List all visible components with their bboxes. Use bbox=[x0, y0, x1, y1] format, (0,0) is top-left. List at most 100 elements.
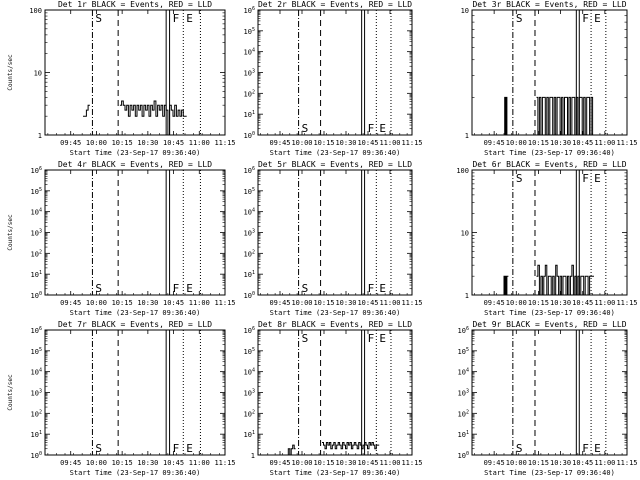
x-tick-label: 10:45 bbox=[163, 459, 184, 467]
chart-title: Det 6r BLACK = Events, RED = LLD bbox=[472, 160, 626, 169]
x-tick-label: 10:15 bbox=[313, 299, 334, 307]
y-tick-label: 106 bbox=[244, 326, 255, 335]
x-tick-label: 10:15 bbox=[528, 299, 549, 307]
marker-label-s: S bbox=[516, 442, 523, 455]
y-tick-label: 101 bbox=[31, 430, 42, 439]
chart-title: Det 2r BLACK = Events, RED = LLD bbox=[258, 0, 412, 9]
chart-panel-6: Det 6r BLACK = Events, RED = LLD Start Ti… bbox=[456, 160, 637, 317]
y-tick-label: 1 bbox=[465, 292, 469, 300]
x-tick-label: 11:00 bbox=[594, 459, 615, 467]
chart-panel-8: Det 8r BLACK = Events, RED = LLD Start Ti… bbox=[244, 320, 423, 477]
marker-label-e: E bbox=[186, 442, 193, 455]
y-tick-label: 105 bbox=[244, 187, 255, 196]
x-tick-label: 10:00 bbox=[506, 299, 527, 307]
x-tick-label: 11:00 bbox=[594, 299, 615, 307]
x-tick-label: 09:45 bbox=[269, 459, 290, 467]
y-tick-label: 100 bbox=[244, 291, 255, 300]
x-tick-label: 10:15 bbox=[528, 459, 549, 467]
series-line-events bbox=[83, 100, 187, 136]
marker-label-e: E bbox=[186, 282, 193, 295]
y-tick-label: 104 bbox=[458, 368, 469, 377]
x-tick-label: 09:45 bbox=[60, 299, 81, 307]
x-tick-label: 10:30 bbox=[137, 139, 158, 147]
y-tick-label: 104 bbox=[31, 208, 42, 217]
x-tick-label: 10:45 bbox=[572, 299, 593, 307]
y-tick-label: 106 bbox=[31, 166, 42, 175]
y-tick-label: 103 bbox=[244, 229, 255, 238]
x-axis-label: Start Time (23-Sep-17 09:36:40) bbox=[484, 149, 615, 157]
x-tick-label: 10:30 bbox=[550, 299, 571, 307]
x-tick-label: 10:30 bbox=[550, 459, 571, 467]
x-tick-label: 10:45 bbox=[357, 139, 378, 147]
x-tick-label: 09:45 bbox=[484, 459, 505, 467]
x-tick-label: 10:00 bbox=[86, 299, 107, 307]
x-tick-label: 11:00 bbox=[379, 139, 400, 147]
x-tick-label: 11:15 bbox=[214, 299, 235, 307]
x-tick-label: 10:30 bbox=[335, 459, 356, 467]
chart-title: Det 7r BLACK = Events, RED = LLD bbox=[58, 320, 212, 329]
x-tick-label: 10:00 bbox=[506, 459, 527, 467]
marker-label-e: E bbox=[594, 442, 601, 455]
marker-label-s: S bbox=[302, 332, 309, 345]
y-tick-label: 100 bbox=[456, 167, 469, 175]
x-tick-label: 10:45 bbox=[572, 459, 593, 467]
marker-label-e: E bbox=[379, 122, 386, 135]
y-tick-label: 105 bbox=[244, 347, 255, 356]
marker-label-f: F bbox=[582, 12, 589, 25]
chart-panel-4: Det 4r BLACK = Events, RED = LLD Start Ti… bbox=[7, 160, 236, 317]
y-tick-label: 104 bbox=[244, 208, 255, 217]
y-tick-label: 102 bbox=[458, 409, 469, 418]
plot-frame bbox=[44, 329, 226, 456]
x-tick-label: 10:00 bbox=[86, 139, 107, 147]
y-tick-label: 104 bbox=[244, 368, 255, 377]
y-tick-label: 104 bbox=[244, 48, 255, 57]
marker-label-f: F bbox=[368, 122, 375, 135]
x-tick-label: 11:00 bbox=[189, 139, 210, 147]
y-tick-label: 102 bbox=[244, 89, 255, 98]
x-tick-label: 11:15 bbox=[616, 459, 637, 467]
marker-label-f: F bbox=[368, 282, 375, 295]
marker-label-f: F bbox=[582, 442, 589, 455]
x-tick-label: 11:15 bbox=[401, 459, 422, 467]
y-tick-label: 102 bbox=[31, 249, 42, 258]
x-axis-label: Start Time (23-Sep-17 09:36:40) bbox=[484, 309, 615, 317]
marker-label-s: S bbox=[516, 172, 523, 185]
chart-panel-1: Det 1r BLACK = Events, RED = LLD Start Ti… bbox=[7, 0, 236, 157]
y-axis-label: Counts/sec bbox=[7, 214, 14, 251]
chart-title: Det 1r BLACK = Events, RED = LLD bbox=[58, 0, 212, 9]
marker-label-s: S bbox=[516, 12, 523, 25]
y-tick-label: 103 bbox=[31, 229, 42, 238]
marker-label-f: F bbox=[173, 282, 180, 295]
x-tick-label: 11:15 bbox=[214, 139, 235, 147]
x-tick-label: 10:45 bbox=[572, 139, 593, 147]
marker-label-e: E bbox=[186, 12, 193, 25]
y-tick-label: 101 bbox=[244, 270, 255, 279]
y-tick-label: 100 bbox=[31, 451, 42, 460]
x-tick-label: 10:30 bbox=[335, 139, 356, 147]
chart-panel-5: Det 5r BLACK = Events, RED = LLD Start Ti… bbox=[244, 160, 423, 317]
chart-panel-2: Det 2r BLACK = Events, RED = LLD Start Ti… bbox=[244, 0, 423, 157]
x-tick-label: 10:00 bbox=[291, 139, 312, 147]
marker-label-s: S bbox=[302, 122, 309, 135]
marker-label-f: F bbox=[173, 442, 180, 455]
x-tick-label: 10:30 bbox=[550, 139, 571, 147]
x-axis-label: Start Time (23-Sep-17 09:36:40) bbox=[70, 149, 201, 157]
marker-label-s: S bbox=[95, 282, 102, 295]
y-tick-label: 100 bbox=[31, 291, 42, 300]
series-line-events bbox=[286, 442, 380, 456]
chart-title: Det 9r BLACK = Events, RED = LLD bbox=[472, 320, 626, 329]
marker-label-s: S bbox=[302, 282, 309, 295]
y-tick-label: 105 bbox=[31, 187, 42, 196]
x-tick-label: 10:30 bbox=[335, 299, 356, 307]
x-tick-label: 10:30 bbox=[137, 459, 158, 467]
x-tick-label: 10:00 bbox=[506, 139, 527, 147]
plot-frame bbox=[257, 169, 413, 296]
y-axis-label: Counts/sec bbox=[7, 374, 14, 411]
y-tick-label: 106 bbox=[31, 326, 42, 335]
chart-panel-7: Det 7r BLACK = Events, RED = LLD Start Ti… bbox=[7, 320, 236, 477]
x-tick-label: 09:45 bbox=[60, 139, 81, 147]
x-tick-label: 11:00 bbox=[594, 139, 615, 147]
y-tick-label: 104 bbox=[31, 368, 42, 377]
x-tick-label: 11:00 bbox=[379, 459, 400, 467]
